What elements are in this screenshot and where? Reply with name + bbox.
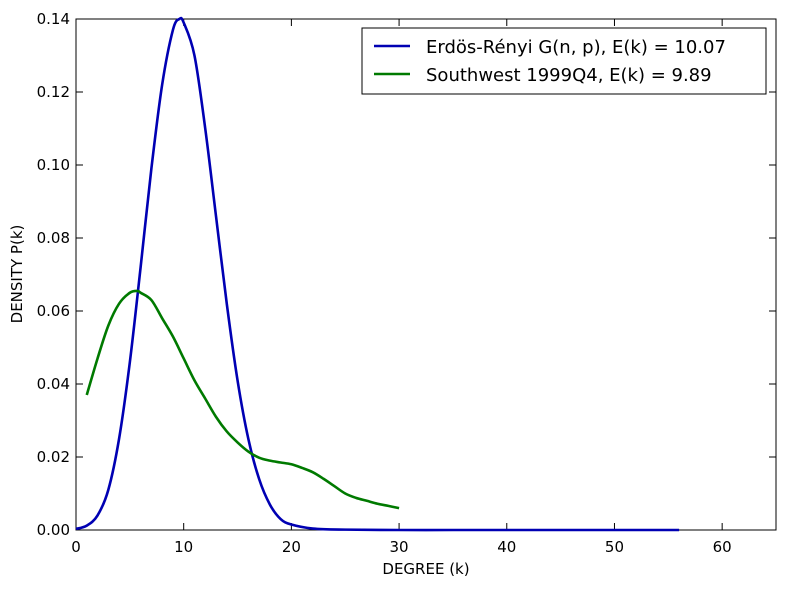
- series-line-southwest: [85, 289, 400, 510]
- x-tick-label: 0: [71, 538, 81, 556]
- y-tick-label: 0.08: [37, 229, 70, 247]
- y-tick-label: 0.06: [37, 302, 70, 320]
- y-tick-label: 0.04: [37, 375, 70, 393]
- x-axis-label: DEGREE (k): [382, 560, 469, 578]
- y-tick-label: 0.14: [37, 10, 70, 28]
- y-tick-label: 0.00: [37, 521, 70, 539]
- x-tick-label: 20: [282, 538, 301, 556]
- plot-area: [75, 18, 777, 531]
- legend: Erdös-Rényi G(n, p), E(k) = 10.07 Southw…: [361, 27, 767, 95]
- series-lines: [75, 16, 680, 532]
- legend-box: [361, 27, 767, 95]
- y-tick-label: 0.10: [37, 156, 70, 174]
- series-line-erdos-renyi: [75, 16, 680, 532]
- x-tick-label: 10: [174, 538, 193, 556]
- x-tick-label: 30: [390, 538, 409, 556]
- x-tick-label: 60: [713, 538, 732, 556]
- x-axis-ticks: 0 10 20 30 40 50 60: [71, 19, 732, 556]
- x-tick-label: 40: [497, 538, 516, 556]
- y-axis-label: DENSITY P(k): [8, 225, 26, 324]
- y-axis-ticks: 0.00 0.02 0.04 0.06 0.08 0.10 0.12 0.14: [37, 10, 776, 539]
- legend-label-erdos-renyi: Erdös-Rényi G(n, p), E(k) = 10.07: [426, 37, 726, 58]
- y-tick-label: 0.12: [37, 83, 70, 101]
- x-tick-label: 50: [605, 538, 624, 556]
- y-tick-label: 0.02: [37, 448, 70, 466]
- legend-label-southwest: Southwest 1999Q4, E(k) = 9.89: [426, 65, 712, 86]
